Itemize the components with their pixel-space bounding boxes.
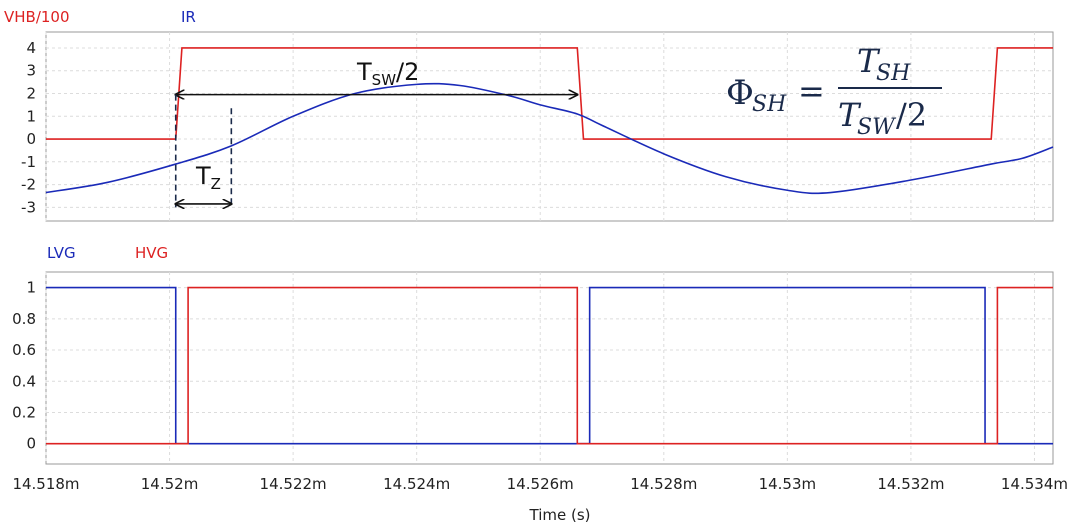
x-tick-label: 14.528m (630, 475, 697, 493)
formula-lhs-sub: SH (752, 92, 787, 117)
tsw-label: TSW/2 (356, 58, 419, 89)
top-y-ticks: 4 3 2 1 0 -1 -2 -3 (21, 39, 36, 216)
y-tick-label: 0.6 (12, 341, 36, 359)
y-tick-label: -1 (21, 153, 36, 171)
x-axis-title: Time (s) (529, 506, 591, 524)
y-tick-label: 3 (26, 62, 36, 80)
top-annotations: TSW/2 TZ (176, 58, 578, 207)
x-tick-label: 14.532m (877, 475, 944, 493)
series-line-hvg (46, 286, 1053, 445)
x-tick-label: 14.524m (383, 475, 450, 493)
y-tick-label: 2 (26, 84, 36, 102)
y-tick-label: 0.8 (12, 310, 36, 328)
bottom-plot-frame (45, 271, 1054, 465)
formula-num: T (857, 42, 881, 80)
legend-ir: IR (181, 8, 196, 26)
bottom-grid (45, 272, 1053, 464)
y-tick-label: 0.4 (12, 372, 36, 390)
x-tick-label: 14.518m (12, 475, 79, 493)
legend-hvg: HVG (135, 244, 168, 262)
series-line-vhb-100 (46, 47, 1053, 140)
series-line-ir (45, 82, 1054, 195)
legend-vhb: VHB/100 (4, 8, 70, 26)
bottom-x-ticks: 14.518m 14.52m 14.522m 14.524m 14.526m 14.528… (12, 475, 1068, 493)
y-tick-label: 4 (26, 39, 36, 57)
y-tick-label: 1 (26, 107, 36, 125)
y-tick-label: 0 (26, 435, 36, 453)
x-tick-label: 14.526m (507, 475, 574, 493)
bottom-series (46, 286, 1053, 445)
formula-den: T (838, 96, 862, 134)
formula-lhs: Φ (726, 73, 754, 113)
formula-den-sub: SW (857, 115, 897, 140)
legend-lvg: LVG (47, 244, 76, 262)
top-series (45, 47, 1054, 195)
legend-top: VHB/100 IR (4, 8, 196, 26)
series-line-lvg (46, 286, 1053, 445)
top-plot-frame (45, 31, 1054, 222)
formula-den-tail: /2 (896, 96, 927, 134)
tz-label: TZ (195, 162, 221, 193)
x-tick-label: 14.52m (141, 475, 199, 493)
y-tick-label: -3 (21, 198, 36, 216)
y-tick-label: -2 (21, 176, 36, 194)
formula-num-sub: SH (876, 61, 911, 86)
bottom-plot: 1 0.8 0.6 0.4 0.2 0 14.518m 14.52m 14.522m 14.52… (12, 244, 1068, 524)
y-tick-label: 0 (26, 130, 36, 148)
x-tick-label: 14.522m (260, 475, 327, 493)
y-tick-label: 0.2 (12, 403, 36, 421)
x-tick-label: 14.53m (759, 475, 817, 493)
y-tick-label: 1 (26, 279, 36, 297)
bottom-y-ticks: 1 0.8 0.6 0.4 0.2 0 (12, 279, 36, 453)
legend-bottom: LVG HVG (47, 244, 168, 262)
x-tick-label: 14.534m (1001, 475, 1068, 493)
phase-formula: Φ SH = T SH T SW /2 (726, 42, 942, 140)
formula-eq: = (798, 72, 825, 110)
